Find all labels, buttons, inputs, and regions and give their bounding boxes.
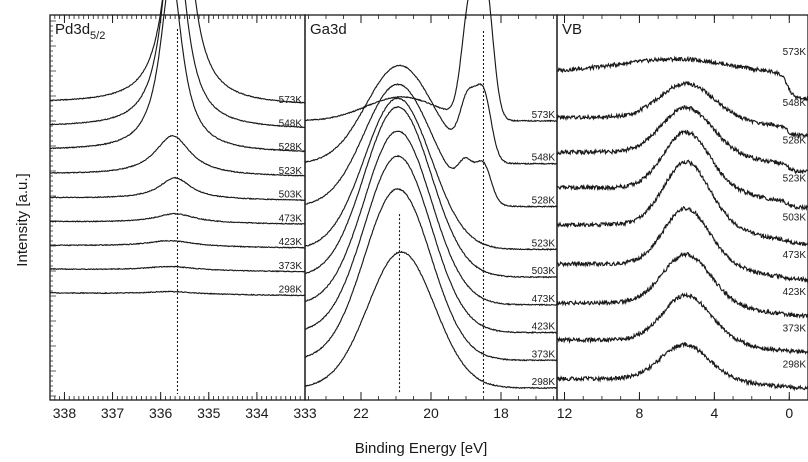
series-label: 423K [783, 287, 807, 298]
series-line-373K [556, 291, 808, 355]
series-label: 298K [279, 285, 303, 296]
x-minor-ticks [308, 15, 554, 400]
x-tick-label: 20 [423, 405, 439, 421]
series-line-548K [304, 64, 558, 166]
series-line-373K [304, 188, 558, 362]
series-label: 503K [279, 190, 303, 201]
series-line-548K [556, 80, 808, 139]
series-line-298K [49, 290, 306, 297]
x-tick-label: 12 [557, 405, 573, 421]
series-line-423K [304, 154, 558, 334]
series-label: 473K [783, 250, 807, 261]
panel-label: VB [562, 21, 582, 38]
panel-frame [304, 14, 558, 401]
x-tick-label: 18 [493, 405, 509, 421]
series-line-528K [304, 83, 558, 209]
series-label: 573K [783, 47, 807, 58]
series-label: 548K [279, 119, 303, 130]
series-line-548K [49, 0, 306, 129]
series-label: 423K [279, 237, 303, 248]
panel-label: Ga3d [310, 21, 347, 38]
series-line-298K [556, 342, 808, 392]
series-label: 573K [279, 95, 303, 106]
series-label: 503K [532, 266, 556, 277]
series-label: 528K [783, 136, 807, 147]
x-tick-label: 333 [293, 405, 317, 421]
x-tick-label: 337 [101, 405, 125, 421]
series-line-298K [304, 250, 558, 390]
panel-ga3d: 22 20 18 Ga3d 573K 548K 528K 523K 503K 473K 423K 37… [304, 0, 558, 421]
panel-label: Pd3d5/2 [55, 21, 105, 42]
series-label: 473K [532, 294, 556, 305]
x-tick-label: 4 [710, 405, 718, 421]
panel-frame [556, 14, 808, 401]
series-label: 298K [532, 377, 556, 388]
series-label: 373K [532, 349, 556, 360]
series-line-528K [556, 104, 808, 175]
series-label: 528K [279, 142, 303, 153]
panel-pd3d: 338 337 336 335 334 333 Pd3d5/2 573K 548K 528K 523… [49, 0, 317, 421]
y-axis-label: Intensity [a.u.] [14, 173, 31, 266]
x-tick-label: 8 [636, 405, 644, 421]
x-tick-label: 338 [53, 405, 77, 421]
x-minor-ticks [564, 15, 808, 400]
series-label: 523K [532, 238, 556, 249]
series-line-503K [304, 105, 558, 279]
x-axis-label: Binding Energy [eV] [355, 440, 488, 457]
series-label: 548K [532, 153, 556, 164]
series-label: 298K [783, 359, 807, 370]
series-label: 503K [783, 213, 807, 224]
x-tick-label: 335 [197, 405, 221, 421]
series-line-473K [556, 205, 808, 284]
series-label: 423K [532, 322, 556, 333]
series-line-573K [304, 0, 558, 123]
x-tick-label: 0 [785, 405, 793, 421]
series-label: 473K [279, 213, 303, 224]
series-label: 373K [783, 323, 807, 334]
series-label: 373K [279, 261, 303, 272]
series-line-423K [556, 251, 808, 319]
series-line-503K [556, 159, 808, 247]
series-label: 528K [532, 196, 556, 207]
series-label: 548K [783, 98, 807, 109]
panel-valence-band: 12 8 4 0 VB 573K 548K 528K 523K 503K 473K 423K 373K 2… [556, 14, 808, 421]
x-tick-label: 336 [149, 405, 173, 421]
series-label: 573K [532, 110, 556, 121]
x-tick-label: 334 [245, 405, 269, 421]
series-label: 523K [783, 174, 807, 185]
series-label: 523K [279, 166, 303, 177]
series-line-528K [49, 0, 306, 153]
series-line-573K [556, 55, 808, 102]
series-line-373K [49, 265, 306, 273]
series-line-573K [49, 0, 306, 104]
series-line-523K [556, 129, 808, 212]
series-line-473K [304, 130, 558, 307]
x-tick-label: 22 [353, 405, 369, 421]
series-line-523K [304, 97, 558, 251]
